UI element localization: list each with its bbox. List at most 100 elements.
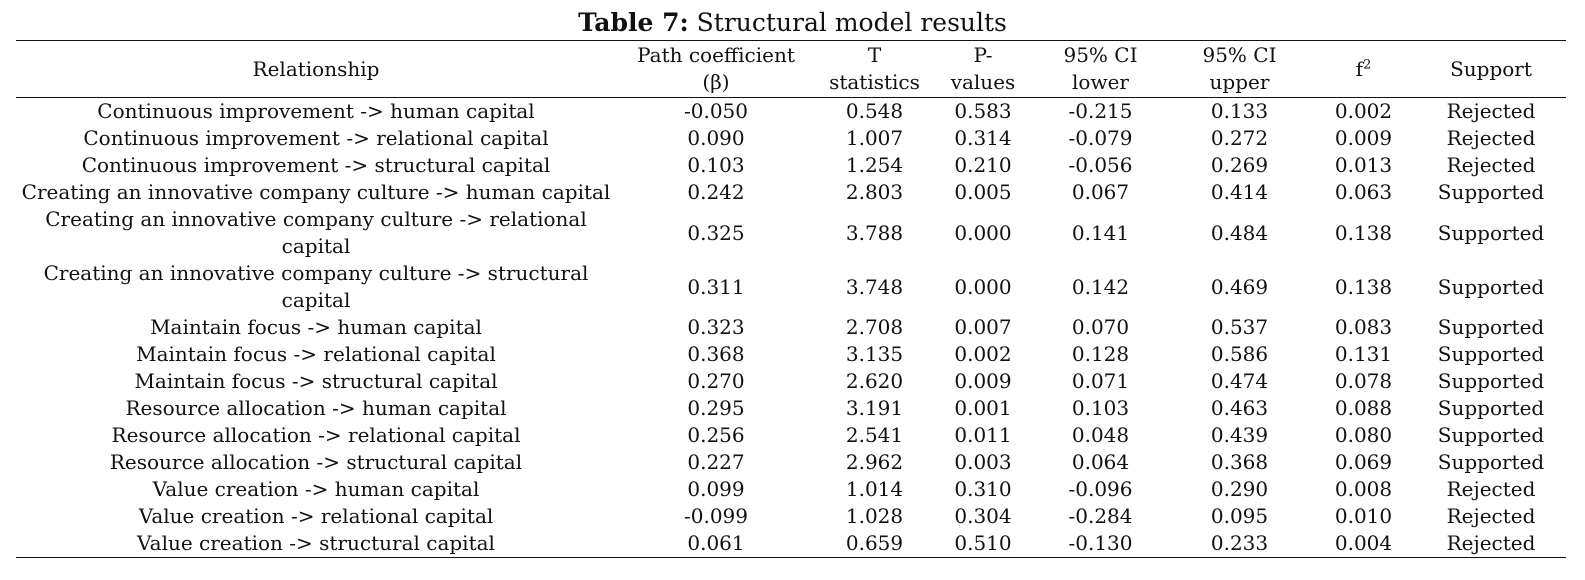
table-body: Continuous improvement -> human capital -… [16,98,1566,558]
p-value-cell: 0.011 [954,423,1012,447]
support-cell: Rejected [1446,153,1536,177]
table-row: Resource allocation -> human capital 0.29… [16,395,1566,422]
ci-upper-cell: 0.474 [1210,369,1269,393]
f-squared-cell: 0.080 [1334,423,1393,447]
table-row: Creating an innovative company culture -… [16,206,1566,260]
relationship-cell: Continuous improvement -> relational cap… [83,126,549,150]
p-value-cell: 0.000 [954,220,1012,245]
t-statistic-cell: 3.748 [845,274,904,299]
path-coefficient-cell: 0.061 [687,531,745,555]
table-caption: Table 7: Structural model results [0,6,1585,40]
ci-lower-cell: -0.215 [1068,99,1133,123]
p-value-cell: 0.314 [954,126,1012,150]
path-coefficient-cell: 0.103 [687,153,745,177]
table-row: Maintain focus -> relational capital 0.36… [16,341,1566,368]
f-squared-cell: 0.008 [1334,477,1393,501]
ci-lower-cell: -0.096 [1068,477,1133,501]
table-row: Continuous improvement -> human capital -… [16,98,1566,126]
p-value-cell: 0.002 [954,342,1012,366]
relationship-cell: Value creation -> human capital [152,477,480,501]
t-statistic-cell: 1.028 [845,504,904,528]
ci-lower-cell: 0.048 [1071,423,1130,447]
relationship-cell: Resource allocation -> relational capita… [111,423,521,447]
p-value-cell: 0.000 [954,274,1012,299]
path-coefficient-cell: -0.050 [683,99,748,123]
table-row: Resource allocation -> structural capita… [16,449,1566,476]
path-coefficient-cell: 0.270 [687,369,745,393]
relationship-cell: Creating an innovative company culture -… [45,207,587,258]
header-p-values: P-values [950,43,1016,94]
header-relationship: Relationship [252,56,380,81]
relationship-cell: Value creation -> structural capital [137,531,495,555]
ci-lower-cell: 0.064 [1071,450,1130,474]
ci-upper-cell: 0.537 [1210,315,1269,339]
p-value-cell: 0.003 [954,450,1012,474]
relationship-cell: Resource allocation -> structural capita… [109,450,523,474]
support-cell: Supported [1437,315,1545,339]
t-statistic-cell: 1.014 [845,477,904,501]
relationship-cell: Maintain focus -> human capital [150,315,482,339]
p-value-cell: 0.009 [954,369,1012,393]
table-row: Creating an innovative company culture -… [16,179,1566,206]
header-ci-lower: 95% CI lower [1063,43,1138,94]
relationship-cell: Continuous improvement -> human capital [97,99,535,123]
f-squared-cell: 0.013 [1334,153,1393,177]
p-value-cell: 0.310 [954,477,1012,501]
support-cell: Supported [1437,342,1545,366]
path-coefficient-cell: 0.242 [687,180,745,204]
relationship-cell: Resource allocation -> human capital [125,396,507,420]
table-row: Value creation -> structural capital 0.06… [16,530,1566,558]
relationship-cell: Value creation -> relational capital [138,504,494,528]
path-coefficient-cell: 0.323 [687,315,745,339]
table-row: Continuous improvement -> structural cap… [16,152,1566,179]
relationship-cell: Creating an innovative company culture -… [43,261,589,312]
ci-lower-cell: 0.103 [1071,396,1130,420]
p-value-cell: 0.510 [954,531,1012,555]
support-cell: Supported [1437,450,1545,474]
table-row: Maintain focus -> structural capital 0.27… [16,368,1566,395]
f-squared-cell: 0.009 [1334,126,1393,150]
path-coefficient-cell: 0.099 [687,477,745,501]
support-cell: Rejected [1446,504,1536,528]
t-statistic-cell: 2.708 [845,315,904,339]
p-value-cell: 0.583 [954,99,1012,123]
p-value-cell: 0.007 [954,315,1012,339]
f-squared-cell: 0.138 [1334,220,1393,245]
path-coefficient-cell: 0.311 [687,274,745,299]
t-statistic-cell: 2.803 [845,180,904,204]
ci-upper-cell: 0.439 [1210,423,1269,447]
ci-upper-cell: 0.469 [1210,274,1269,299]
p-value-cell: 0.304 [954,504,1012,528]
support-cell: Supported [1437,369,1545,393]
relationship-cell: Creating an innovative company culture -… [21,180,611,204]
path-coefficient-cell: 0.256 [687,423,745,447]
t-statistic-cell: 2.541 [845,423,904,447]
t-statistic-cell: 1.007 [845,126,904,150]
ci-upper-cell: 0.269 [1210,153,1269,177]
path-coefficient-cell: 0.090 [687,126,745,150]
path-coefficient-cell: 0.368 [687,342,745,366]
f-squared-cell: 0.078 [1334,369,1393,393]
t-statistic-cell: 3.191 [845,396,904,420]
ci-lower-cell: 0.141 [1071,220,1130,245]
ci-lower-cell: -0.056 [1068,153,1133,177]
support-cell: Supported [1437,274,1545,299]
ci-upper-cell: 0.290 [1210,477,1269,501]
table-caption-label: Table 7: [578,8,689,37]
ci-lower-cell: 0.070 [1071,315,1130,339]
relationship-cell: Continuous improvement -> structural cap… [81,153,551,177]
path-coefficient-cell: -0.099 [683,504,748,528]
header-ci-upper: 95% CI upper [1202,43,1277,94]
ci-lower-cell: 0.128 [1071,342,1130,366]
ci-lower-cell: -0.284 [1068,504,1133,528]
support-cell: Rejected [1446,99,1536,123]
path-coefficient-cell: 0.295 [687,396,745,420]
ci-upper-cell: 0.414 [1210,180,1269,204]
table-row: Value creation -> human capital 0.099 1.01… [16,476,1566,503]
header-support: Support [1450,56,1532,81]
table-row: Resource allocation -> relational capita… [16,422,1566,449]
path-coefficient-cell: 0.325 [687,220,745,245]
